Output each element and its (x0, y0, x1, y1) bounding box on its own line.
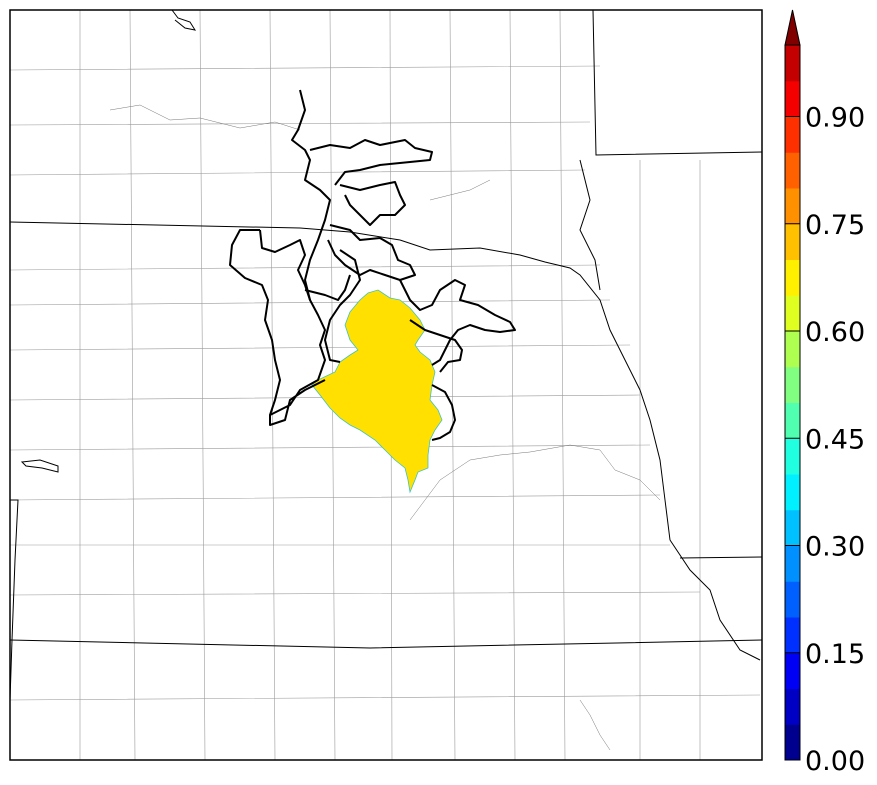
map-frame (9, 9, 763, 761)
colorbar-bin (785, 331, 800, 368)
colorbar-ticks: 0.00 0.15 0.30 0.45 0.60 0.75 0.90 (785, 103, 865, 777)
colorbar-extend-arrow (784, 9, 801, 46)
colorbar-bin (785, 80, 800, 117)
colorbar-bin (785, 474, 800, 511)
probability-fill-region (311, 289, 443, 494)
colorbar-tick-label: 0.75 (805, 210, 865, 241)
colorbar-bin (785, 116, 800, 153)
colorbar-bin (785, 652, 800, 689)
state-boundaries (9, 9, 763, 701)
colorbar-bin (785, 45, 800, 82)
colorbar-bin (785, 509, 800, 546)
colorbar-tick-label: 0.15 (805, 639, 865, 670)
colorbar-bin (785, 617, 800, 654)
colorbar-bin (785, 438, 800, 475)
colorbar-tick-label: 0.00 (805, 746, 865, 777)
colorbar-bin (785, 259, 800, 296)
colorbar-bin (785, 223, 800, 260)
colorbar-tick-label: 0.30 (805, 532, 865, 563)
colorbar-tick-label: 0.60 (805, 317, 865, 348)
colorbar-bin (785, 188, 800, 225)
colorbar-bin (785, 724, 800, 761)
colorbar-bin (785, 152, 800, 189)
lake-outline (20, 459, 59, 473)
colorbar-bin (785, 366, 800, 403)
colorbar (784, 9, 801, 761)
contour-outlines (229, 89, 516, 441)
colorbar-tick-label: 0.90 (805, 103, 865, 134)
colorbar-bin (785, 581, 800, 618)
colorbar-bin (785, 545, 800, 582)
colorbar-bin (785, 402, 800, 439)
river-lines (109, 104, 661, 751)
colorbar-bin (785, 688, 800, 725)
colorbar-tick-label: 0.45 (805, 424, 865, 455)
colorbar-bin (785, 295, 800, 332)
